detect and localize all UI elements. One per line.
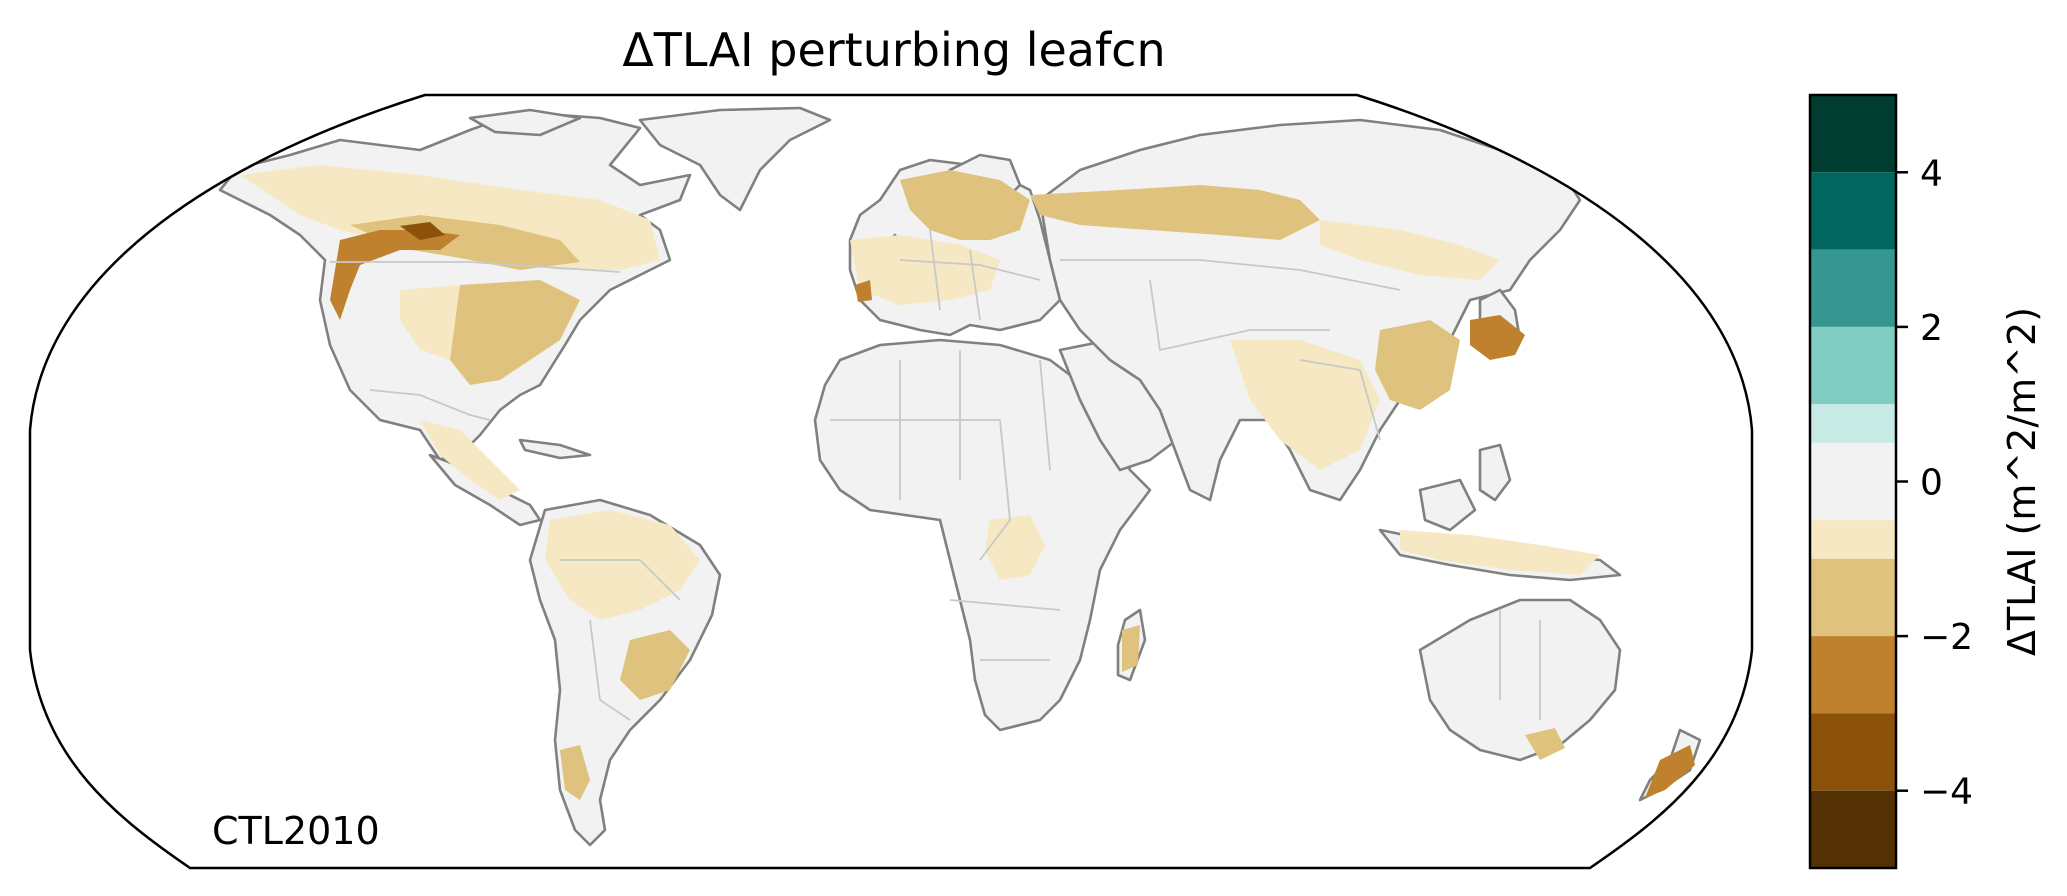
colorbar-bin — [1810, 326, 1896, 405]
corner-label: CTL2010 — [212, 809, 380, 853]
map-frame — [28, 93, 1754, 870]
land-borneo — [1418, 478, 1477, 532]
border-africa-1 — [830, 419, 1011, 561]
anomaly-indonesia — [1400, 530, 1600, 575]
colorbar-bin — [1810, 713, 1896, 791]
colorbar-tick-label: 0 — [1920, 463, 1943, 504]
anomaly-siberia — [1320, 220, 1500, 280]
border-south-america — [560, 559, 681, 721]
anomaly-madagascar — [1122, 625, 1140, 672]
colorbar-bin — [1810, 636, 1896, 714]
anomaly-central-us — [400, 285, 460, 360]
map-title: ΔTLAI perturbing leafcn — [622, 23, 1165, 77]
anomaly-eastern-us — [450, 280, 580, 385]
colorbar-bin — [1810, 404, 1896, 443]
land-greenland — [638, 106, 832, 212]
colorbar-bin — [1810, 558, 1896, 637]
border-australia — [1499, 610, 1541, 720]
anomaly-western-europe — [850, 235, 1000, 305]
land-philippines — [1478, 443, 1512, 502]
anomaly-iberia — [855, 280, 872, 302]
land-arctic-islands — [468, 108, 582, 137]
anomaly-pacific-nw-dark — [400, 222, 445, 240]
border-africa-3 — [949, 599, 1061, 661]
border-us-canada — [330, 261, 621, 273]
border-europe — [899, 229, 1041, 321]
colorbar: 4 2 0 −2 −4 ΔTLAI (m^2/m^2) — [1808, 93, 2044, 870]
anomaly-russia — [1030, 185, 1320, 240]
land-cuba — [518, 438, 592, 460]
colorbar-tick-label: 4 — [1920, 153, 1943, 194]
colorbar-bin — [1810, 249, 1896, 327]
colorbar-bin — [1810, 172, 1896, 250]
borders-layer — [330, 229, 1541, 721]
globe: CTL2010 — [212, 106, 1702, 853]
anomaly-mexico — [420, 420, 520, 500]
border-asia — [1060, 259, 1401, 441]
colorbar-bin — [1810, 442, 1896, 521]
anomaly-east-china — [1375, 320, 1460, 410]
anomaly-se-brazil — [620, 630, 690, 700]
anomaly-se-australia — [1525, 728, 1565, 760]
anomaly-layer — [240, 165, 1695, 800]
anomaly-central-africa — [985, 515, 1045, 580]
colorbar-label: ΔTLAI (m^2/m^2) — [2000, 307, 2044, 656]
colorbar-tick-label: −2 — [1920, 617, 1973, 658]
colorbar-bin — [1810, 95, 1896, 173]
colorbar-bin — [1810, 520, 1896, 559]
anomaly-europe — [900, 170, 1030, 240]
anomaly-pacific-nw — [330, 230, 460, 320]
anomaly-new-zealand — [1645, 745, 1695, 798]
anomaly-amazon — [545, 510, 700, 620]
anomaly-korea-japan — [1470, 315, 1525, 360]
colorbar-tick-label: −4 — [1920, 772, 1973, 813]
border-africa-2 — [899, 350, 1051, 500]
anomaly-patagonia — [560, 745, 590, 800]
colorbar-tick-label: 2 — [1920, 308, 1943, 349]
border-us-mexico — [369, 389, 491, 421]
anomaly-south-asia — [1230, 340, 1380, 470]
land-australia — [1418, 598, 1622, 762]
colorbar-bin — [1810, 790, 1896, 868]
